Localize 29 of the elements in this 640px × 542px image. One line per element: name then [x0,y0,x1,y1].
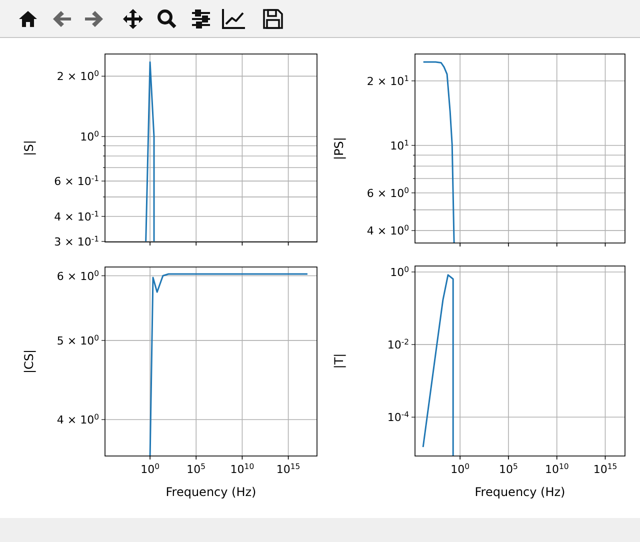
y-tick-label: 6 × 10$^{-1}$ [54,174,100,188]
y-axis-title: |T| [332,353,346,369]
y-tick-label: 10$^{-2}$ [387,337,410,352]
x-tick-label: 10$^{10}$ [230,462,254,476]
y-tick-label: 10$^{1}$ [390,138,410,152]
y-axis-title: |PS| [332,137,346,160]
y-tick-label: 10$^{0}$ [80,129,100,144]
x-tick-label: 10$^{0}$ [450,462,470,476]
x-axis-title: Frequency (Hz) [474,485,566,499]
x-tick-label: 10$^{15}$ [276,462,300,476]
y-tick-label: 4 × 10$^{0}$ [56,412,100,427]
y-axis-title: |CS| [22,349,36,374]
y-tick-label: 6 × 10$^{0}$ [56,268,100,283]
x-tick-label: 10$^{15}$ [593,462,618,476]
y-tick-label: 10$^{0}$ [390,264,410,279]
x-axis-title: Frequency (Hz) [166,485,256,499]
y-tick-label: 5 × 10$^{0}$ [56,332,100,348]
y-tick-label: 10$^{-4}$ [387,410,410,424]
y-tick-label: 3 × 10$^{-1}$ [54,234,100,248]
x-tick-label: 10$^{0}$ [140,462,160,476]
y-axis-title: |S| [22,140,36,156]
x-tick-label: 10$^{5}$ [499,462,518,476]
x-tick-label: 10$^{5}$ [186,462,206,476]
y-tick-label: 4 × 10$^{0}$ [366,223,410,238]
y-tick-label: 4 × 10$^{-1}$ [54,208,100,224]
x-tick-label: 10$^{10}$ [544,462,569,476]
y-tick-label: 6 × 10$^{0}$ [366,185,410,200]
y-tick-label: 2 × 10$^{1}$ [366,73,410,88]
y-tick-label: 2 × 10$^{0}$ [56,68,100,84]
